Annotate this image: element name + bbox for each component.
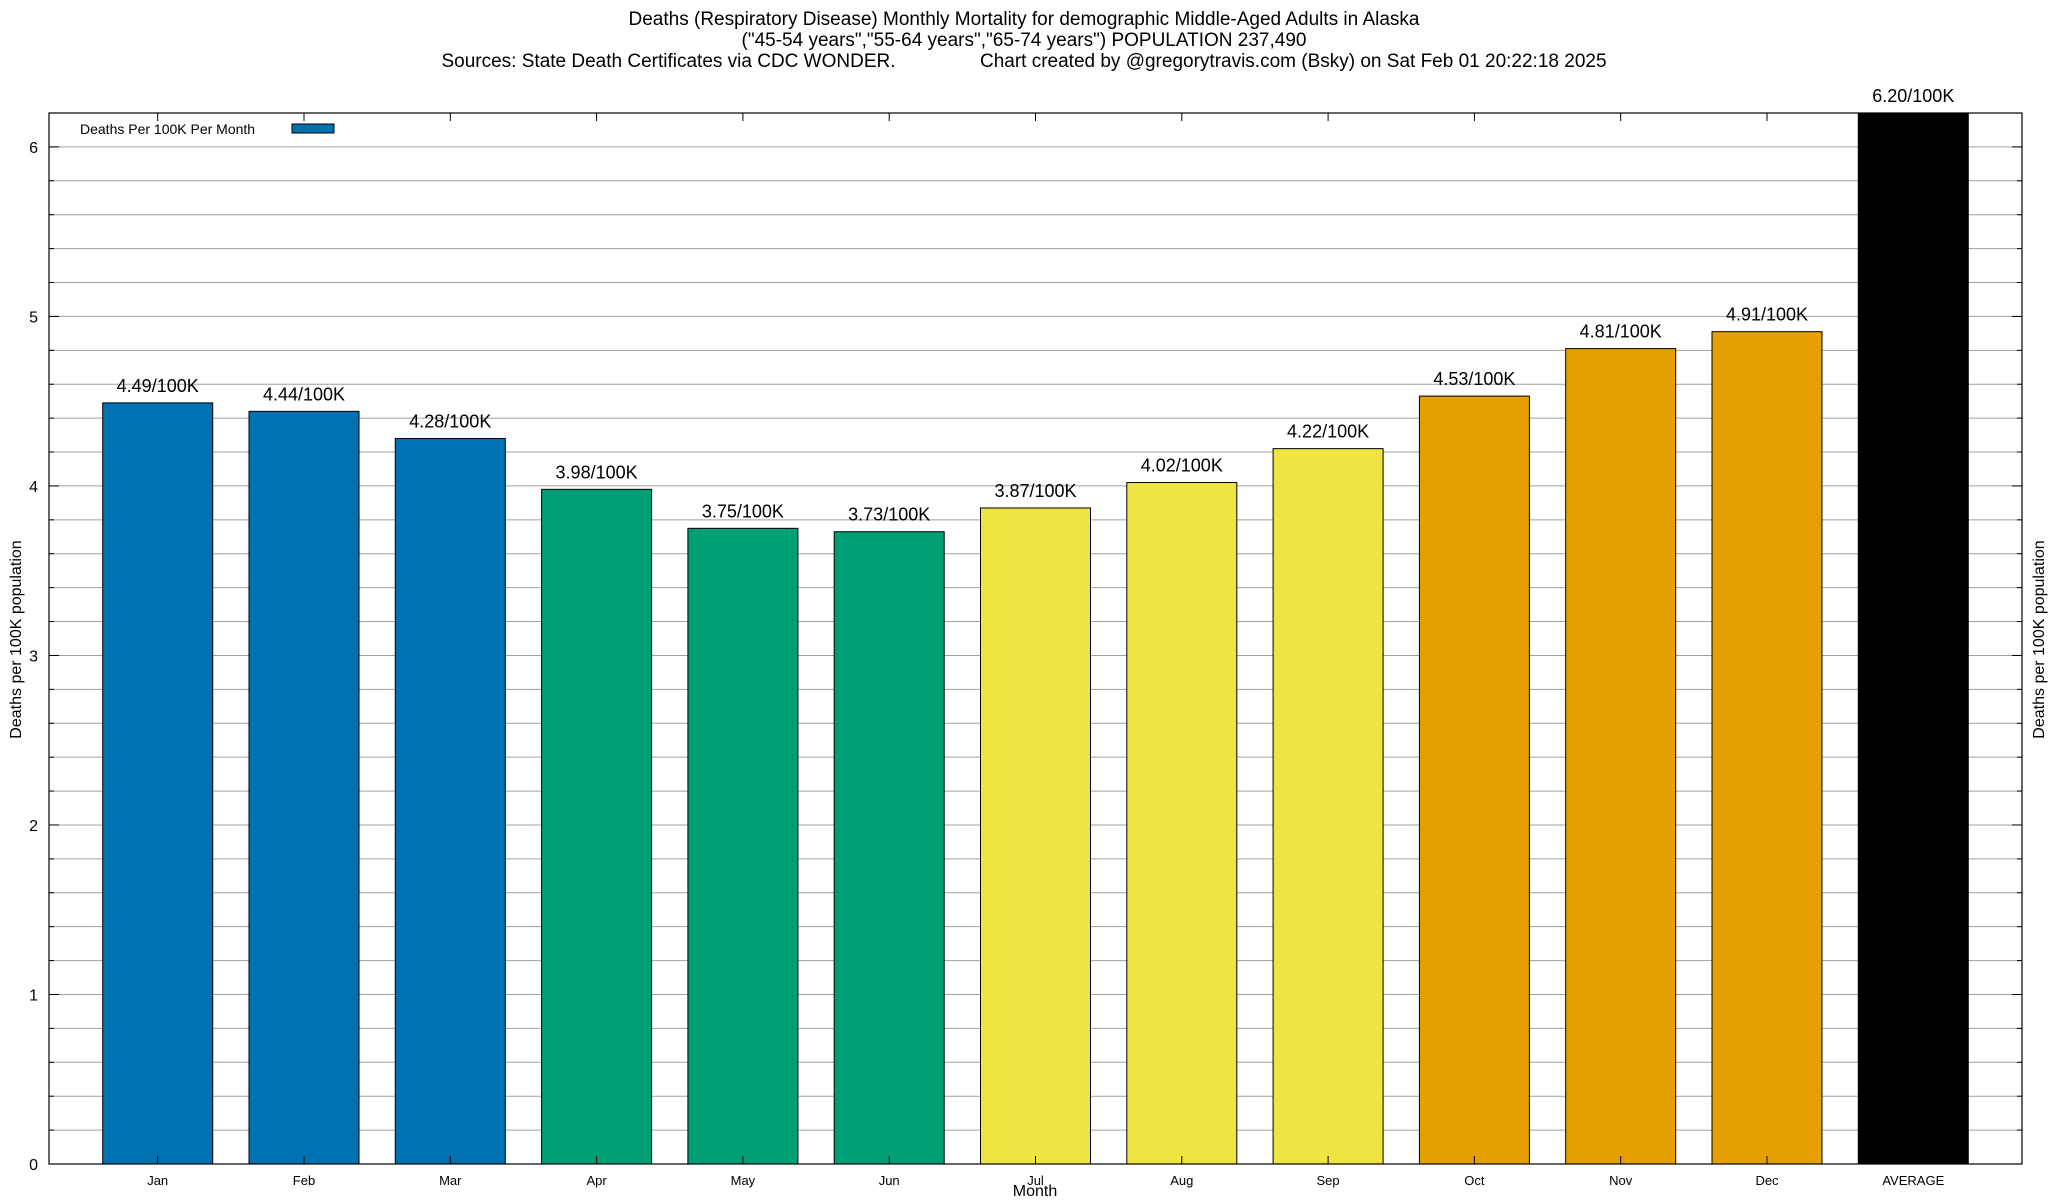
value-label-average: 6.20/100K (1872, 86, 1954, 106)
x-tick-label-jul: Jul (1027, 1173, 1044, 1188)
value-label-mar: 4.28/100K (409, 411, 491, 431)
legend-swatch (291, 123, 335, 134)
y-tick-label: 3 (29, 648, 38, 665)
y-axis-label: Deaths per 100K population (8, 540, 25, 738)
x-tick-label-oct: Oct (1464, 1173, 1485, 1188)
x-tick-label-jan: Jan (147, 1173, 168, 1188)
y-tick-label: 0 (29, 1157, 38, 1174)
bars (102, 112, 1969, 1165)
plot-border (48, 112, 2023, 1165)
value-label-nov: 4.81/100K (1580, 322, 1662, 342)
x-tick-label-may: May (731, 1173, 756, 1188)
value-label-sep: 4.22/100K (1287, 422, 1369, 442)
value-label-feb: 4.44/100K (263, 384, 345, 404)
x-tick-label-aug: Aug (1170, 1173, 1193, 1188)
x-tick-label-apr: Apr (586, 1173, 607, 1188)
x-tick-label-jun: Jun (879, 1173, 900, 1188)
y-tick-label: 1 (29, 987, 38, 1004)
legend-label: Deaths Per 100K Per Month (80, 121, 255, 137)
value-label-may: 3.75/100K (702, 501, 784, 521)
bar-apr (541, 488, 653, 1165)
bar-dec (1711, 331, 1823, 1165)
bar-aug (1126, 482, 1238, 1165)
y-tick-label: 2 (29, 818, 38, 835)
axes: Jan Feb Mar Apr May Jun Jul Aug Sep Oct Nov Dec AVER… (8, 112, 2048, 1200)
bar-feb (248, 410, 360, 1165)
chart-title-line-3: Sources: State Death Certificates via CD… (441, 51, 1606, 72)
bar-jul (980, 507, 1091, 1165)
value-label-jun: 3.73/100K (848, 505, 930, 525)
chart-title-line-2: ("45-54 years","55-64 years","65-74 year… (742, 30, 1307, 51)
bar-mar (394, 437, 506, 1165)
bar-oct (1418, 395, 1530, 1165)
x-tick-label-mar: Mar (439, 1173, 462, 1188)
x-tick-label-feb: Feb (293, 1173, 315, 1188)
value-label-aug: 4.02/100K (1141, 456, 1223, 476)
value-label-dec: 4.91/100K (1726, 305, 1808, 325)
x-tick-label-average: AVERAGE (1882, 1173, 1944, 1188)
value-label-jan: 4.49/100K (117, 376, 199, 396)
bar-may (687, 527, 799, 1165)
bar-jun (833, 531, 945, 1165)
x-tick-label-dec: Dec (1755, 1173, 1779, 1188)
x-tick-label-nov: Nov (1609, 1173, 1633, 1188)
bar-sep (1272, 448, 1384, 1165)
bar-jan (102, 402, 214, 1165)
value-labels: 4.49/100K 4.44/100K 4.28/100K 3.98/100K 3.75… (117, 86, 1955, 525)
value-label-oct: 4.53/100K (1433, 369, 1515, 389)
y-tick-label: 5 (29, 309, 38, 326)
legend: Deaths Per 100K Per Month (80, 121, 335, 137)
x-axis-label: Month (1013, 1183, 1057, 1200)
chart-title-line-1: Deaths (Respiratory Disease) Monthly Mor… (629, 9, 1420, 30)
y-tick-label: 4 (29, 479, 38, 496)
bar-average (1857, 112, 1969, 1165)
value-label-jul: 3.87/100K (994, 481, 1076, 501)
bar-nov (1565, 348, 1677, 1165)
value-label-apr: 3.98/100K (556, 462, 638, 482)
y-tick-label: 6 (29, 140, 38, 157)
x-tick-label-sep: Sep (1317, 1173, 1340, 1188)
chart-title: Deaths (Respiratory Disease) Monthly Mor… (441, 9, 1606, 72)
y-axis-label-right: Deaths per 100K population (2031, 540, 2048, 738)
